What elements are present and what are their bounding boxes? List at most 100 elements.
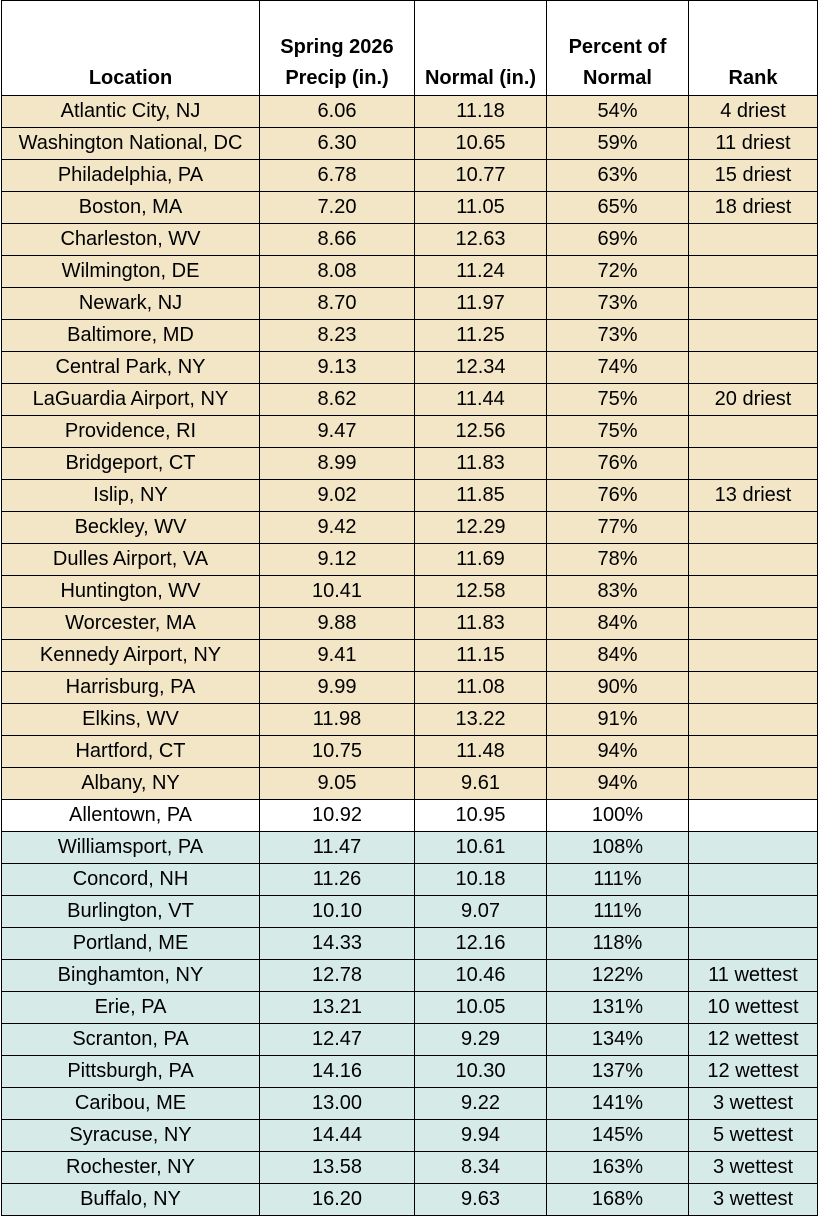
location-cell: Baltimore, MD [1,319,260,352]
percent-cell: 122% [546,959,689,992]
rank-cell: 12 wettest [688,1055,818,1088]
rank-cell [688,223,818,256]
rank-cell [688,607,818,640]
rank-cell [688,351,818,384]
table-body: Atlantic City, NJ 6.06 11.18 54% 4 driest Was… [1,95,818,1216]
rank-cell: 4 driest [688,95,818,128]
table-row: Hartford, CT 10.75 11.48 94% [1,735,818,768]
location-cell: Syracuse, NY [1,1119,260,1152]
location-cell: Newark, NJ [1,287,260,320]
location-cell: Williamsport, PA [1,831,260,864]
location-cell: Islip, NY [1,479,260,512]
precip-cell: 14.16 [259,1055,415,1088]
normal-cell: 11.85 [414,479,547,512]
normal-cell: 11.69 [414,543,547,576]
precip-cell: 9.05 [259,767,415,800]
percent-cell: 100% [546,799,689,832]
header-precip-line1: Spring 2026 [280,36,394,58]
normal-cell: 11.18 [414,95,547,128]
percent-cell: 111% [546,863,689,896]
rank-cell: 20 driest [688,383,818,416]
normal-cell: 10.30 [414,1055,547,1088]
precip-cell: 9.02 [259,479,415,512]
normal-cell: 11.83 [414,447,547,480]
table-row: Charleston, WV 8.66 12.63 69% [1,223,818,256]
normal-cell: 9.07 [414,895,547,928]
rank-cell: 3 wettest [688,1151,818,1184]
precip-cell: 13.58 [259,1151,415,1184]
table-row: Bridgeport, CT 8.99 11.83 76% [1,447,818,480]
percent-cell: 77% [546,511,689,544]
percent-cell: 168% [546,1183,689,1216]
rank-cell [688,255,818,288]
location-cell: Central Park, NY [1,351,260,384]
precip-cell: 9.88 [259,607,415,640]
precip-cell: 11.47 [259,831,415,864]
rank-cell [688,863,818,896]
rank-cell [688,735,818,768]
table-row: Islip, NY 9.02 11.85 76% 13 driest [1,479,818,512]
normal-cell: 12.16 [414,927,547,960]
rank-cell [688,319,818,352]
normal-cell: 9.22 [414,1087,547,1120]
location-cell: Binghamton, NY [1,959,260,992]
table-row: Caribou, ME 13.00 9.22 141% 3 wettest [1,1087,818,1120]
location-cell: Providence, RI [1,415,260,448]
location-cell: Hartford, CT [1,735,260,768]
percent-cell: 108% [546,831,689,864]
location-cell: Washington National, DC [1,127,260,160]
location-cell: Allentown, PA [1,799,260,832]
table-row: Scranton, PA 12.47 9.29 134% 12 wettest [1,1023,818,1056]
normal-cell: 8.34 [414,1151,547,1184]
location-cell: Beckley, WV [1,511,260,544]
header-precip: Spring 2026 Precip (in.) [259,0,415,96]
rank-cell: 18 driest [688,191,818,224]
percent-cell: 78% [546,543,689,576]
percent-cell: 74% [546,351,689,384]
precip-cell: 12.47 [259,1023,415,1056]
normal-cell: 11.24 [414,255,547,288]
percent-cell: 141% [546,1087,689,1120]
table-row: Atlantic City, NJ 6.06 11.18 54% 4 driest [1,95,818,128]
normal-cell: 11.15 [414,639,547,672]
location-cell: Worcester, MA [1,607,260,640]
table-row: Syracuse, NY 14.44 9.94 145% 5 wettest [1,1119,818,1152]
location-cell: Portland, ME [1,927,260,960]
normal-cell: 10.61 [414,831,547,864]
rank-cell: 11 wettest [688,959,818,992]
percent-cell: 73% [546,287,689,320]
table-row: Kennedy Airport, NY 9.41 11.15 84% [1,639,818,672]
table-row: LaGuardia Airport, NY 8.62 11.44 75% 20 drie… [1,383,818,416]
precip-cell: 10.10 [259,895,415,928]
table-row: Pittsburgh, PA 14.16 10.30 137% 12 wettest [1,1055,818,1088]
precip-cell: 9.99 [259,671,415,704]
location-cell: Kennedy Airport, NY [1,639,260,672]
location-cell: Huntington, WV [1,575,260,608]
location-cell: Albany, NY [1,767,260,800]
table-row: Williamsport, PA 11.47 10.61 108% [1,831,818,864]
normal-cell: 10.18 [414,863,547,896]
location-cell: Rochester, NY [1,1151,260,1184]
rank-cell [688,575,818,608]
table-row: Philadelphia, PA 6.78 10.77 63% 15 driest [1,159,818,192]
rank-cell: 15 driest [688,159,818,192]
table-row: Allentown, PA 10.92 10.95 100% [1,799,818,832]
precip-cell: 8.23 [259,319,415,352]
precip-cell: 11.98 [259,703,415,736]
percent-cell: 131% [546,991,689,1024]
precip-cell: 13.21 [259,991,415,1024]
percent-cell: 90% [546,671,689,704]
rank-cell [688,639,818,672]
table-row: Boston, MA 7.20 11.05 65% 18 driest [1,191,818,224]
percent-cell: 73% [546,319,689,352]
normal-cell: 10.95 [414,799,547,832]
percent-cell: 69% [546,223,689,256]
rank-cell [688,415,818,448]
rank-cell: 13 driest [688,479,818,512]
location-cell: Harrisburg, PA [1,671,260,704]
location-cell: Wilmington, DE [1,255,260,288]
precip-cell: 11.26 [259,863,415,896]
precip-cell: 9.42 [259,511,415,544]
table-row: Beckley, WV 9.42 12.29 77% [1,511,818,544]
